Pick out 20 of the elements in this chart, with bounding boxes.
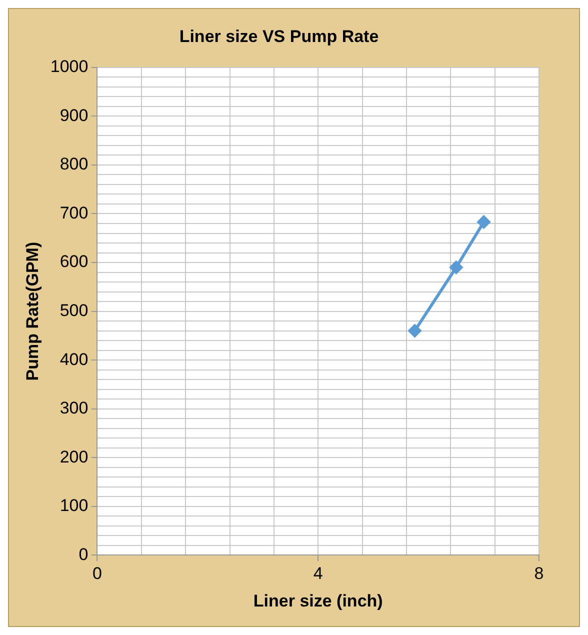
y-tick-label: 700 (60, 203, 88, 222)
y-tick-label: 1000 (50, 57, 88, 76)
y-axis-title: Pump Rate(GPM) (22, 242, 42, 381)
point (450, 260, 463, 274)
y-tick-label: 0 (78, 544, 88, 564)
y-tick-label: 400 (60, 350, 88, 369)
x-tick-label: 0 (92, 564, 102, 584)
y-tick-label: 200 (60, 447, 88, 466)
point (477, 216, 490, 229)
y-tick-label: 600 (60, 252, 88, 272)
x-tick-label: 8 (534, 564, 544, 584)
chart-title: Liner size VS Pump Rate (179, 26, 379, 46)
y-tick-label: 900 (60, 106, 88, 125)
y-tick-label: 800 (60, 154, 88, 174)
y-tick-label: 500 (60, 300, 88, 320)
point (408, 324, 422, 338)
x-tick-label: 4 (313, 564, 323, 584)
x-axis-title: Liner size (inch) (253, 591, 383, 610)
y-tick-label: 300 (60, 398, 88, 418)
y-tick-label: 100 (60, 496, 88, 516)
